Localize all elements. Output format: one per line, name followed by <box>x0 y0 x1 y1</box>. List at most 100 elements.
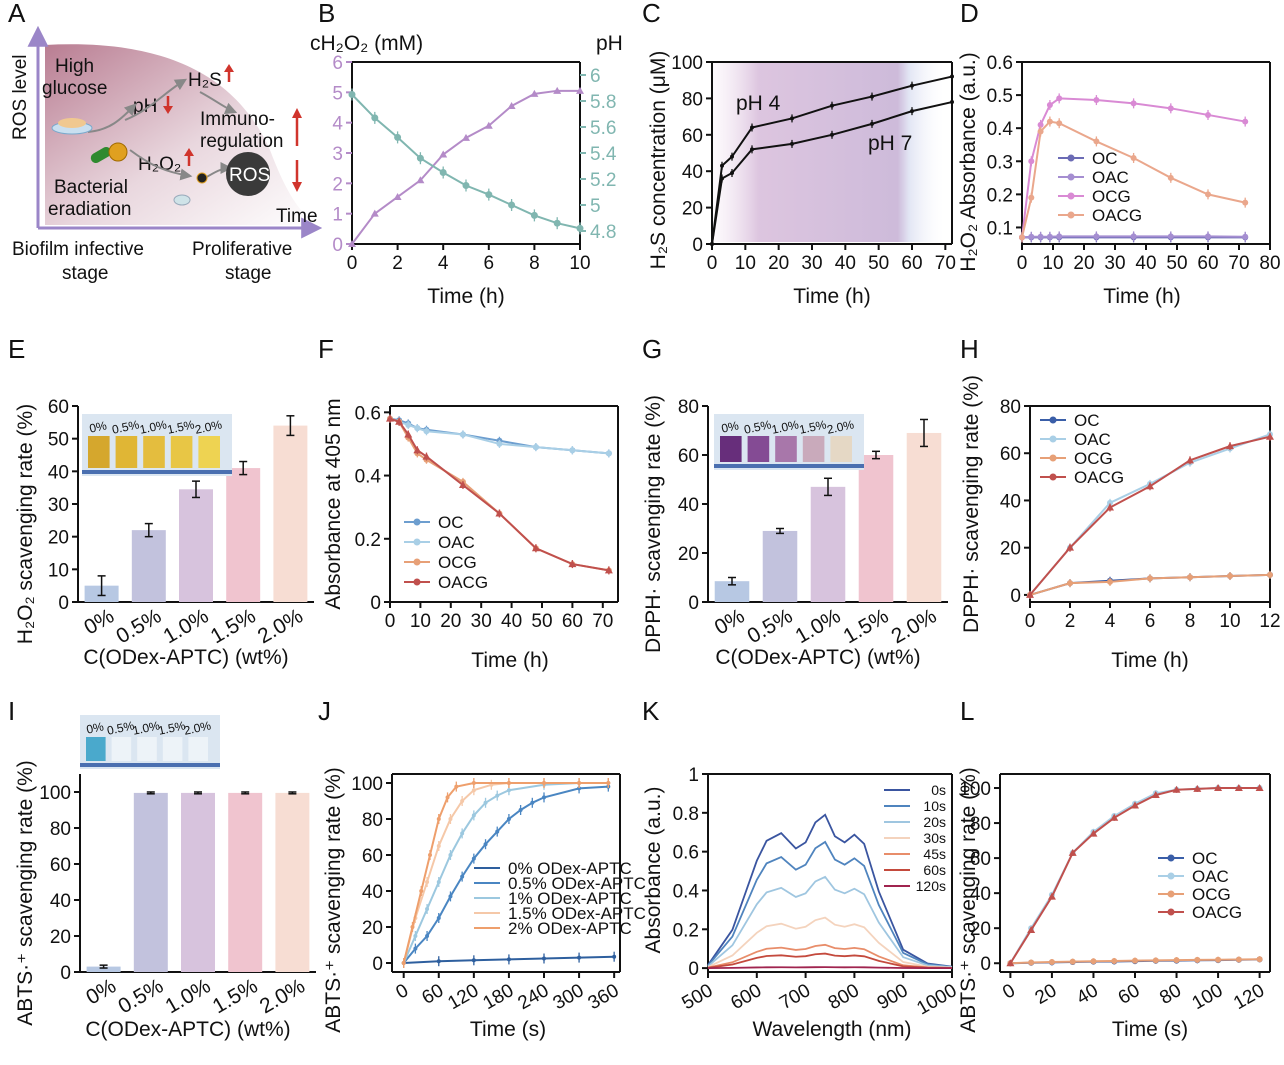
x-tick-label: 0 <box>1017 253 1028 274</box>
x-tick-label: 20 <box>1073 253 1094 274</box>
legend-marker <box>413 578 421 586</box>
panel-c: C 0 20 40 60 80 100 0 10 20 30 40 50 60 70 pH 4 pH 7 H₂S… <box>642 0 956 308</box>
y-axis-label: H₂O₂ scavenging rate (%) <box>14 404 37 644</box>
legend-label: 1% ODex-APTC <box>508 889 632 908</box>
x-tick-label: 20 <box>440 611 461 632</box>
vial-label: 1.5% <box>166 417 196 436</box>
data-point <box>507 101 516 109</box>
annotation-ph7: pH 7 <box>868 132 912 155</box>
x-tick-label: 10 <box>1219 611 1240 632</box>
x-tick-label: 0 <box>707 253 718 274</box>
category-label: 0.5% <box>114 974 167 1018</box>
inset-shelf <box>82 470 232 474</box>
x-tick-label: 120 <box>1230 980 1268 1014</box>
bar-1.0% <box>179 489 213 602</box>
ros-ball-icon <box>226 152 270 196</box>
y-tick-label: 0 <box>370 593 381 614</box>
panel-b: B 0 1 2 3 4 5 6 4.8 5 5.2 5.4 5.6 5.8 6 0 2 4 6 8 10 cH₂O₂ (… <box>310 0 623 308</box>
x-tick-label: 60 <box>1115 980 1144 1009</box>
y-tick-label: 40 <box>50 891 71 912</box>
y-tick-label: 60 <box>362 846 383 867</box>
legend-marker <box>1067 154 1075 162</box>
h2s-label: H₂S <box>188 70 222 91</box>
vial-label: 2.0% <box>183 718 213 737</box>
category-label: 2.0% <box>254 604 307 648</box>
x-tick-label: 10 <box>735 253 756 274</box>
vial <box>137 737 157 761</box>
cell-icon <box>173 194 191 206</box>
y-tick-label: 20 <box>678 544 699 565</box>
x-axis-label: Time (s) <box>470 1018 546 1041</box>
series-line-45s <box>707 943 953 969</box>
x-tick-label: 700 <box>776 980 814 1014</box>
x-tick-label: 20 <box>1032 980 1061 1009</box>
y-tick-label: 40 <box>678 495 699 516</box>
high-glucose-label: High glucose <box>42 56 108 99</box>
ros-level-label: ROS level <box>10 54 31 140</box>
x-tick-label: 360 <box>585 980 623 1014</box>
stage-biofilm-label: Biofilm infective stage <box>12 239 144 284</box>
vial-label: 0.5% <box>743 417 773 436</box>
x-tick-label: 0 <box>999 980 1019 1003</box>
category-label: 0.5% <box>744 604 797 648</box>
x-tick-label: 0 <box>385 611 396 632</box>
x-tick-label: 60 <box>418 980 447 1009</box>
bar-1.0% <box>181 792 215 972</box>
y-tick-label: 20 <box>48 528 69 549</box>
flow-arrow-2 <box>124 78 188 121</box>
legend-label: 30s <box>923 830 946 846</box>
y-tick-label: 20 <box>682 199 703 220</box>
x-tick-label: 4 <box>1105 611 1116 632</box>
vial-label: 0% <box>85 719 105 736</box>
series-line-OACG <box>389 417 610 572</box>
x-tick-label: 50 <box>868 253 889 274</box>
bacterial-label: Bacterial eradiation <box>48 177 131 220</box>
series-line-pH <box>351 93 581 230</box>
y-tick-label: 80 <box>50 819 71 840</box>
panel-d: D 0.10.20.30.40.50.60 10 20 30 40 50 60 70 80OCO… <box>957 0 1281 308</box>
flow-arrow-4 <box>129 149 193 181</box>
immuno-label: Immuno-regulation <box>200 109 283 152</box>
panel-letter-j: J <box>318 696 331 726</box>
vial-label: 1.5% <box>798 417 828 436</box>
legend-marker <box>1049 473 1057 481</box>
x-axis-label: Time (h) <box>793 285 870 308</box>
panel-letter-h: H <box>960 334 979 364</box>
ros-down-arrowhead <box>292 182 302 192</box>
category-label: 1.5% <box>840 604 893 648</box>
legend-label: OCG <box>1092 187 1131 206</box>
y-tick-label: 40 <box>682 162 703 183</box>
x-tick-label: 300 <box>550 980 588 1014</box>
legend-label: OCG <box>438 553 477 572</box>
x-tick-label: 40 <box>1073 980 1102 1009</box>
category-label: 1.0% <box>792 604 845 648</box>
x-tick-label: 8 <box>529 253 540 274</box>
y-tick-label: 5.8 <box>590 92 616 113</box>
series-line-OC <box>389 417 609 455</box>
y-tick-label: 3 <box>332 144 343 165</box>
x-tick-label: 240 <box>515 980 553 1014</box>
series-line-60s <box>707 952 953 969</box>
x-tick-label: 800 <box>825 980 863 1014</box>
flow-arrow-1 <box>87 103 137 133</box>
immuno-up-arrowhead <box>292 108 302 118</box>
x-tick-label: 50 <box>531 611 552 632</box>
x-tick-label: 60 <box>1197 253 1218 274</box>
vial-label: 0% <box>720 418 740 435</box>
x-tick-label: 0 <box>1025 611 1036 632</box>
legend-label: OC <box>1092 149 1118 168</box>
x-tick-label: 20 <box>768 253 789 274</box>
hydrogel-icon <box>51 118 93 135</box>
category-label: 0% <box>82 974 120 1009</box>
y-tick-label: 40 <box>362 882 383 903</box>
x-axis-label: C(ODex-APTC) (wt%) <box>85 1018 290 1041</box>
vial-label: 1.0% <box>138 417 168 436</box>
y-tick-label: 0 <box>980 954 991 975</box>
y-tick-label: 6 <box>332 53 343 74</box>
data-point <box>393 192 402 200</box>
y-tick-label: 0 <box>688 959 699 980</box>
y-tick-label: 0 <box>58 593 69 614</box>
y-tick-label: 60 <box>50 855 71 876</box>
